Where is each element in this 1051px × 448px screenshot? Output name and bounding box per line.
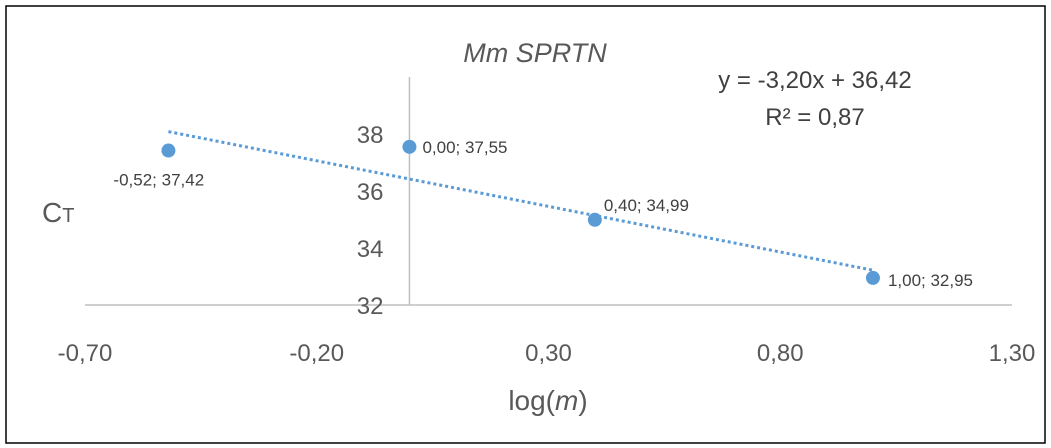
data-point-label: 0,00; 37,55 bbox=[422, 138, 507, 157]
points-layer bbox=[161, 139, 880, 285]
data-point bbox=[587, 212, 602, 227]
data-labels-layer: -0,52; 37,42 0,00; 37,55 0,40; 34,99 1,00; … bbox=[113, 138, 973, 290]
x-tick-label: 0,80 bbox=[757, 340, 804, 367]
x-tick-label: 0,30 bbox=[525, 340, 572, 367]
axes-layer: -0,70 -0,20 0,30 0,80 1,30 32 34 36 38 bbox=[58, 77, 1036, 367]
chart-title: Mm SPRTN bbox=[463, 38, 607, 68]
trendline-r-squared: R² = 0,87 bbox=[765, 104, 864, 131]
data-point bbox=[865, 270, 880, 285]
x-axis-title-var: m bbox=[555, 385, 578, 416]
data-point-label: 0,40; 34,99 bbox=[604, 196, 689, 215]
x-axis-title: log(m) bbox=[508, 385, 587, 416]
y-axis-title-sub: T bbox=[62, 205, 74, 227]
chart-border bbox=[5, 5, 1046, 444]
data-point bbox=[161, 143, 176, 158]
y-tick-label: 34 bbox=[357, 236, 384, 263]
y-axis-title-main: C bbox=[42, 197, 62, 228]
data-point-label: -0,52; 37,42 bbox=[113, 171, 204, 190]
trendline-equation: y = -3,20x + 36,42 bbox=[718, 67, 911, 94]
x-tick-label: -0,20 bbox=[289, 340, 344, 367]
data-point bbox=[402, 139, 417, 154]
y-tick-label: 32 bbox=[357, 293, 384, 320]
y-tick-label: 36 bbox=[357, 179, 384, 206]
x-axis-title-suffix: ) bbox=[578, 385, 587, 416]
x-tick-label: -0,70 bbox=[58, 340, 113, 367]
x-axis-title-prefix: log( bbox=[508, 385, 555, 416]
x-tick-label: 1,30 bbox=[989, 340, 1036, 367]
y-tick-label: 38 bbox=[357, 122, 384, 149]
data-point-label: 1,00; 32,95 bbox=[888, 271, 973, 290]
y-axis-title: CT bbox=[42, 197, 74, 228]
